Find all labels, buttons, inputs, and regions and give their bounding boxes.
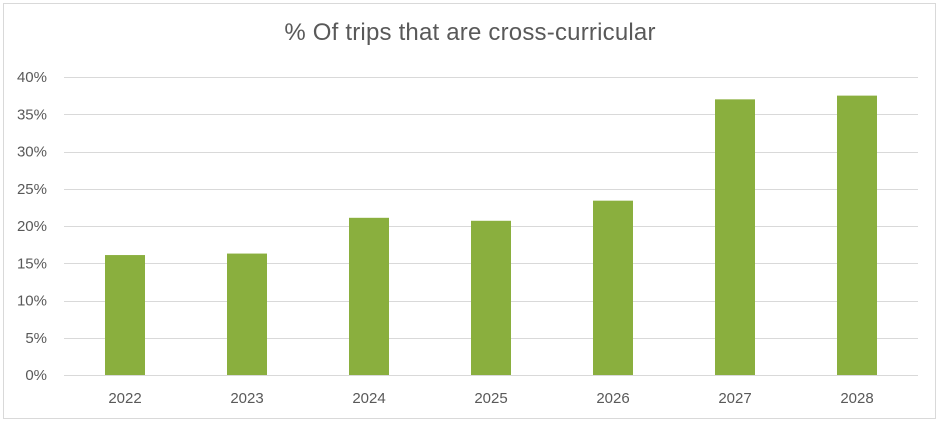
x-tick-label: 2023 (230, 390, 263, 407)
x-tick-label: 2027 (718, 390, 751, 407)
x-tick-label: 2022 (108, 390, 141, 407)
bar-2027 (715, 99, 755, 375)
y-tick-label: 30% (17, 144, 47, 161)
x-tick-label: 2025 (474, 390, 507, 407)
bar-2026 (593, 200, 633, 375)
y-axis-ticks: 0% 5% 10% 15% 20% 25% 30% 35% 40% (17, 69, 47, 384)
chart-frame (3, 3, 936, 419)
bar-2024 (349, 217, 389, 375)
x-tick-label: 2024 (352, 390, 385, 407)
y-tick-label: 15% (17, 255, 47, 272)
chart-title: % Of trips that are cross-curricular (284, 19, 656, 46)
bars (105, 95, 877, 375)
y-tick-label: 0% (25, 367, 47, 384)
x-tick-label: 2026 (596, 390, 629, 407)
y-tick-label: 10% (17, 293, 47, 310)
y-tick-label: 40% (17, 69, 47, 86)
bar-2022 (105, 255, 145, 375)
y-tick-label: 35% (17, 106, 47, 123)
y-tick-label: 5% (25, 330, 47, 347)
bar-2025 (471, 220, 511, 375)
y-tick-label: 20% (17, 218, 47, 235)
bar-2028 (837, 95, 877, 375)
y-tick-label: 25% (17, 181, 47, 198)
x-axis-ticks: 2022 2023 2024 2025 2026 2027 2028 (108, 390, 873, 407)
x-tick-label: 2028 (840, 390, 873, 407)
bar-2023 (227, 253, 267, 375)
